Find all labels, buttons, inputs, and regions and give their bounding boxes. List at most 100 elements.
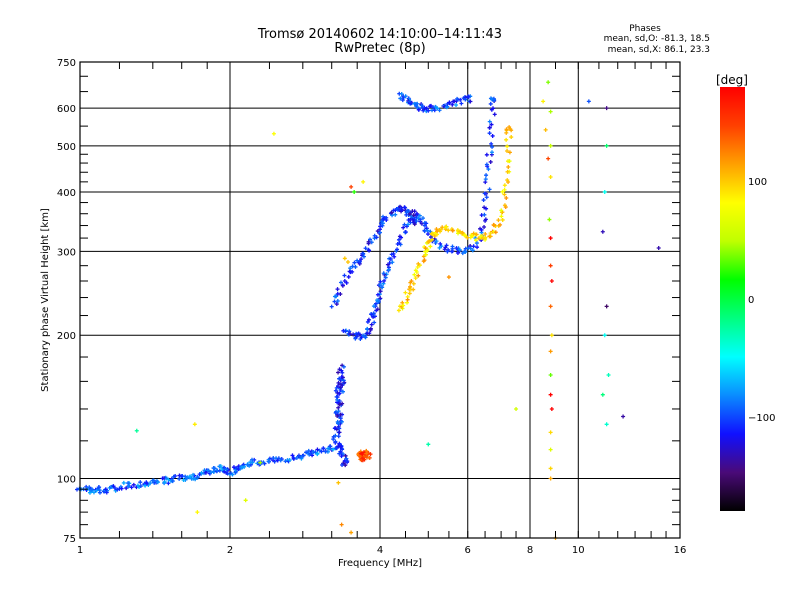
data-point xyxy=(230,472,235,477)
data-point xyxy=(470,248,475,253)
data-point xyxy=(413,268,418,273)
data-point xyxy=(348,270,353,275)
data-point xyxy=(463,249,468,254)
data-point xyxy=(455,228,460,233)
data-point xyxy=(450,228,455,233)
data-point xyxy=(459,101,464,106)
data-point xyxy=(382,278,387,283)
data-point xyxy=(489,141,494,146)
data-point xyxy=(308,451,313,456)
data-point xyxy=(336,409,341,414)
data-point xyxy=(423,249,428,254)
data-point xyxy=(493,230,498,235)
data-point xyxy=(387,261,392,266)
data-point xyxy=(389,210,394,215)
data-point xyxy=(490,144,495,149)
data-point xyxy=(481,198,486,203)
data-point xyxy=(447,100,452,105)
data-point xyxy=(487,131,492,136)
x-tick-label: 10 xyxy=(572,545,585,556)
data-point xyxy=(408,101,413,106)
data-point xyxy=(191,472,196,477)
data-point xyxy=(656,246,661,251)
data-point xyxy=(502,192,507,197)
data-point xyxy=(548,373,553,378)
data-point xyxy=(340,447,345,452)
data-point xyxy=(337,402,342,407)
data-point xyxy=(236,467,241,472)
data-point xyxy=(342,273,347,278)
data-point xyxy=(397,241,402,246)
data-point xyxy=(502,187,507,192)
data-point xyxy=(504,195,509,200)
data-point xyxy=(426,232,431,237)
data-point xyxy=(487,119,492,124)
data-point xyxy=(367,248,372,253)
data-point xyxy=(352,260,357,265)
data-point xyxy=(434,239,439,244)
data-point xyxy=(333,388,338,393)
data-point xyxy=(411,213,416,218)
data-point xyxy=(374,235,379,240)
data-point xyxy=(330,447,335,452)
data-point xyxy=(460,230,465,235)
data-point xyxy=(458,97,463,102)
data-point xyxy=(482,224,487,229)
data-point xyxy=(509,135,514,140)
data-point xyxy=(378,296,383,301)
data-point xyxy=(319,449,324,454)
data-point xyxy=(155,480,160,485)
data-point xyxy=(348,332,353,337)
data-point xyxy=(372,320,377,325)
data-point xyxy=(400,98,405,103)
data-point xyxy=(339,522,344,527)
stats-heading: Phases xyxy=(629,24,661,34)
data-point xyxy=(340,370,345,375)
data-point xyxy=(460,251,465,256)
data-point xyxy=(422,223,427,228)
data-point xyxy=(337,451,342,456)
data-point xyxy=(414,215,419,220)
data-point xyxy=(416,261,421,266)
data-point xyxy=(437,245,442,250)
data-point xyxy=(405,297,410,302)
data-point xyxy=(346,274,351,279)
data-point xyxy=(401,303,406,308)
data-point xyxy=(429,103,434,108)
data-point xyxy=(432,233,437,238)
data-point xyxy=(486,167,491,172)
data-point xyxy=(290,453,295,458)
data-point xyxy=(405,208,410,213)
data-point xyxy=(103,487,108,492)
data-point xyxy=(458,229,463,234)
data-point xyxy=(323,449,328,454)
data-point xyxy=(410,217,415,222)
data-point xyxy=(276,456,281,461)
data-point xyxy=(479,227,484,232)
data-point xyxy=(541,99,546,104)
data-point xyxy=(481,236,486,241)
data-point xyxy=(471,244,476,249)
data-point xyxy=(342,256,347,261)
data-point xyxy=(548,263,553,268)
data-point xyxy=(408,284,413,289)
data-point xyxy=(502,183,507,188)
data-point xyxy=(173,473,178,478)
data-point xyxy=(336,405,341,410)
data-point xyxy=(586,99,591,104)
data-point xyxy=(371,304,376,309)
chart-subtitle: RwPretec (8p) xyxy=(334,41,425,56)
data-point xyxy=(548,349,553,354)
data-point xyxy=(329,304,334,309)
data-point xyxy=(490,133,495,138)
data-point xyxy=(179,474,184,479)
data-point xyxy=(148,481,153,486)
data-point xyxy=(422,258,427,263)
data-point xyxy=(369,312,374,317)
data-point xyxy=(548,447,553,452)
data-point xyxy=(350,264,355,269)
data-point xyxy=(365,327,370,332)
data-point xyxy=(195,510,200,515)
data-point xyxy=(546,80,551,85)
data-point xyxy=(484,152,489,157)
